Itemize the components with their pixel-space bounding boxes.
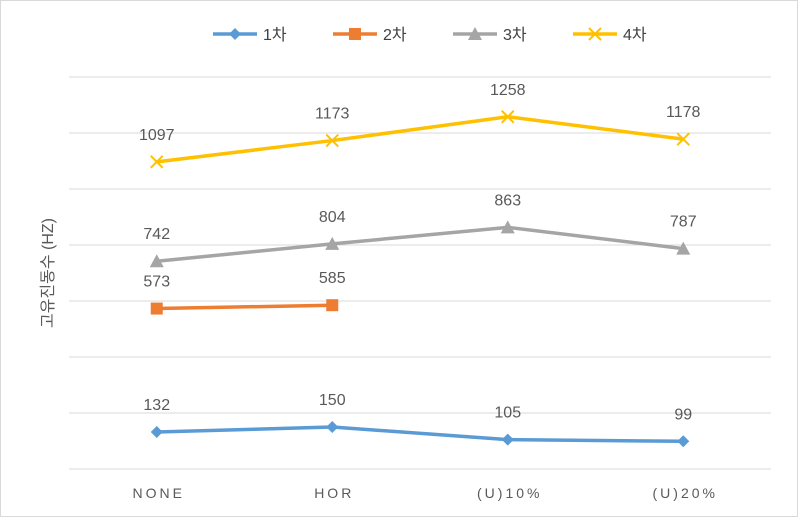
data-label: 105	[494, 405, 521, 422]
legend-marker	[229, 28, 241, 40]
series-line-4	[156, 115, 684, 164]
data-point	[501, 110, 515, 124]
data-label: 787	[670, 214, 697, 231]
data-point	[501, 433, 514, 446]
series-lines	[156, 115, 684, 444]
legend: 1차 2차 3차 4차	[213, 26, 647, 44]
data-label: 863	[494, 192, 521, 209]
x-axis-ticks: NONE HOR (U)10% (U)20%	[133, 485, 718, 501]
data-label: 1097	[139, 127, 175, 144]
data-label: 585	[319, 270, 346, 287]
series-line-2	[156, 303, 333, 311]
data-point	[150, 155, 164, 169]
data-point	[676, 132, 690, 146]
data-label: 1258	[490, 82, 526, 99]
data-point	[677, 435, 690, 448]
data-point	[676, 241, 691, 255]
x-tick-label: (U)20%	[653, 485, 718, 501]
legend-item: 4차	[573, 26, 647, 44]
data-label: 132	[143, 397, 170, 414]
data-point	[500, 220, 515, 234]
data-point	[326, 299, 339, 312]
data-point	[325, 236, 340, 250]
legend-item: 3차	[453, 26, 527, 44]
x-tick-label: HOR	[314, 485, 354, 501]
series-line-1	[156, 425, 684, 444]
data-point	[325, 133, 339, 148]
series-line-3	[156, 225, 684, 263]
data-point	[150, 302, 163, 315]
data-label: 1178	[666, 104, 701, 121]
gridlines	[69, 76, 771, 470]
data-label: 804	[319, 209, 346, 226]
legend-item: 2차	[333, 26, 407, 44]
legend-marker	[468, 27, 482, 40]
data-label: 99	[674, 406, 692, 423]
data-label: 742	[143, 226, 170, 243]
data-labels: 132 150 105 99 573 585 742 804 863 787 1097 1173 125…	[139, 82, 701, 424]
legend-label: 3차	[503, 26, 527, 44]
data-point	[149, 254, 164, 268]
legend-label: 1차	[263, 26, 287, 44]
y-axis-label: 고유진동수 (HZ)	[39, 218, 57, 328]
series-markers	[149, 110, 691, 448]
legend-label: 4차	[623, 26, 647, 44]
data-label: 573	[143, 274, 170, 291]
data-point	[326, 421, 339, 433]
legend-marker	[349, 28, 361, 40]
data-label: 150	[319, 392, 346, 409]
x-tick-label: (U)10%	[477, 485, 542, 501]
data-label: 1173	[315, 106, 350, 123]
x-tick-label: NONE	[133, 485, 185, 501]
legend-label: 2차	[383, 26, 407, 44]
data-point	[150, 426, 163, 439]
legend-item: 1차	[213, 26, 287, 44]
legend-marker	[588, 27, 602, 41]
